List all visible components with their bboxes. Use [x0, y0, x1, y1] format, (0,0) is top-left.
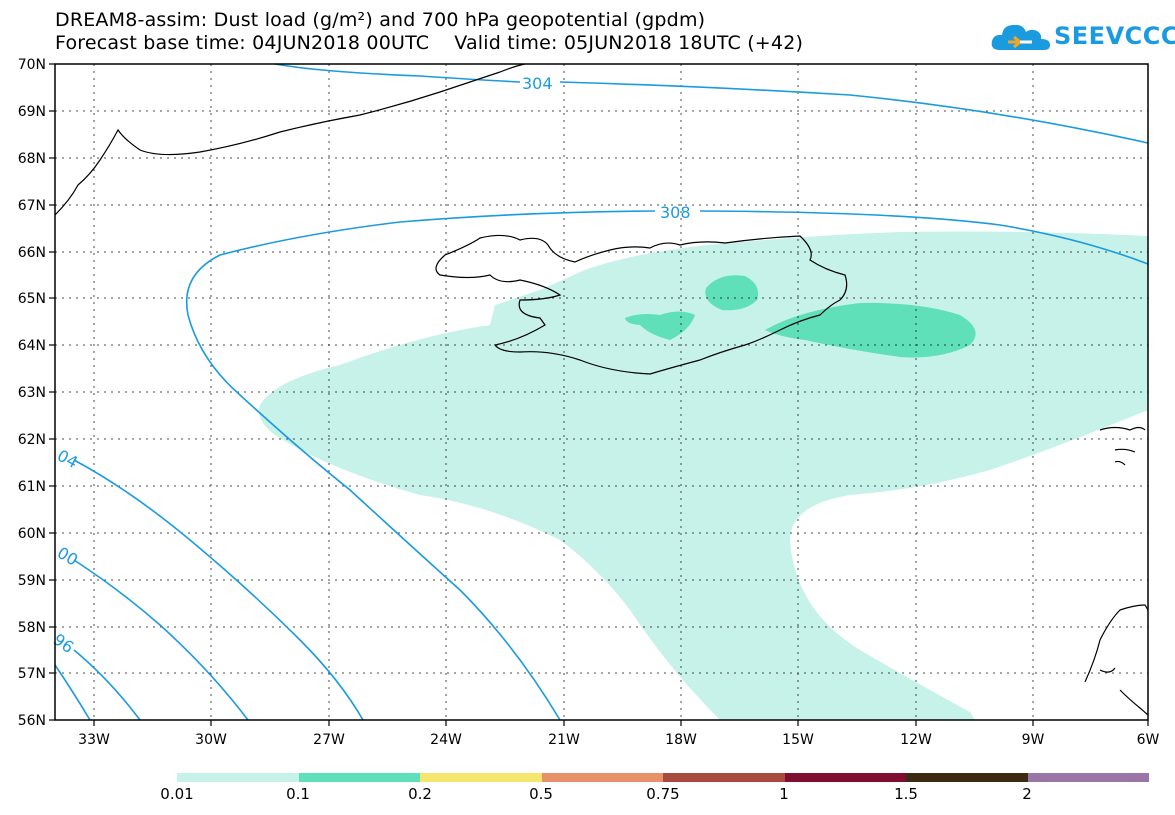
lat-label: 67N — [18, 198, 46, 214]
contour-label-296: 96 — [50, 630, 78, 657]
legend-label: 2 — [1022, 785, 1032, 803]
legend-label: 0.2 — [408, 785, 432, 803]
greenland-coast — [54, 63, 526, 216]
lat-labels: 70N 69N 68N 67N 66N 65N 64N 63N 62N 61N … — [18, 57, 46, 729]
lon-label: 21W — [548, 732, 580, 748]
dust-area-low — [259, 231, 1148, 720]
contour-292 — [54, 664, 91, 721]
contour-296 — [73, 649, 141, 721]
lon-label: 18W — [665, 732, 697, 748]
lon-label: 9W — [1022, 732, 1045, 748]
contour-304-south — [73, 459, 364, 721]
dust-area-mid-2 — [625, 311, 695, 340]
dust-area-mid-1 — [705, 275, 759, 311]
contour-300 — [73, 559, 249, 721]
coastlines — [54, 63, 1149, 716]
lat-label: 66N — [18, 245, 46, 261]
map-subtitle: Forecast base time: 04JUN2018 00UTC Vali… — [55, 32, 804, 54]
faroe-coast — [1099, 426, 1146, 466]
lat-label: 70N — [18, 57, 46, 73]
contour-label-304-west: 04 — [54, 446, 81, 472]
lon-label: 24W — [430, 732, 462, 748]
iceland-coast — [435, 234, 848, 375]
lat-label: 60N — [18, 526, 46, 542]
lat-label: 69N — [18, 104, 46, 120]
contour-label-308: 308 — [660, 203, 691, 222]
legend-swatch — [663, 773, 785, 782]
legend-swatch — [420, 773, 542, 782]
lat-label: 63N — [18, 385, 46, 401]
lat-label: 62N — [18, 432, 46, 448]
axis-ticks — [49, 63, 1149, 726]
logo-text: SEEVCCC — [1054, 22, 1175, 50]
lon-labels: 33W 30W 27W 24W 21W 18W 15W 12W 9W 6W — [78, 732, 1159, 748]
contour-label-300: 00 — [54, 543, 81, 570]
legend-swatch — [298, 773, 420, 782]
lon-label: 27W — [313, 732, 345, 748]
lat-label: 58N — [18, 620, 46, 636]
legend-label: 0.01 — [160, 785, 194, 803]
lat-label: 59N — [18, 573, 46, 589]
lon-label: 12W — [900, 732, 932, 748]
legend-label: 0.75 — [646, 785, 680, 803]
map-canvas: 304 308 04 00 96 33W 30W 27W 24W 21W 18W… — [18, 57, 1160, 748]
legend-label: 1.5 — [894, 785, 918, 803]
scotland-coast — [1084, 604, 1149, 716]
cloud-icon — [991, 24, 1050, 50]
legend-swatch — [177, 773, 299, 782]
lat-label: 68N — [18, 151, 46, 167]
seevccc-logo: SEEVCCC — [990, 18, 1175, 58]
legend-swatch — [541, 773, 663, 782]
lon-label: 30W — [195, 732, 227, 748]
legend-label: 0.5 — [529, 785, 553, 803]
legend-swatch — [906, 773, 1028, 782]
lat-label: 56N — [18, 713, 46, 729]
grid — [55, 64, 1148, 720]
lon-label: 33W — [78, 732, 110, 748]
lat-label: 57N — [18, 666, 46, 682]
contour-304-north — [274, 63, 1149, 144]
legend-swatch — [784, 773, 906, 782]
legend-swatch — [1027, 773, 1149, 782]
lon-label: 15W — [782, 732, 814, 748]
map-title: DREAM8-assim: Dust load (g/m²) and 700 h… — [55, 9, 706, 31]
legend-label: 1 — [779, 785, 789, 803]
geopotential-contours — [54, 63, 1149, 721]
lat-label: 64N — [18, 338, 46, 354]
contour-308 — [186, 210, 1149, 721]
lat-label: 65N — [18, 291, 46, 307]
legend-label: 0.1 — [286, 785, 310, 803]
legend-colorbar — [177, 773, 1149, 782]
lat-label: 61N — [18, 479, 46, 495]
lon-label: 6W — [1137, 732, 1160, 748]
dust-area-mid-3 — [765, 302, 976, 358]
contour-label-304: 304 — [522, 74, 553, 93]
